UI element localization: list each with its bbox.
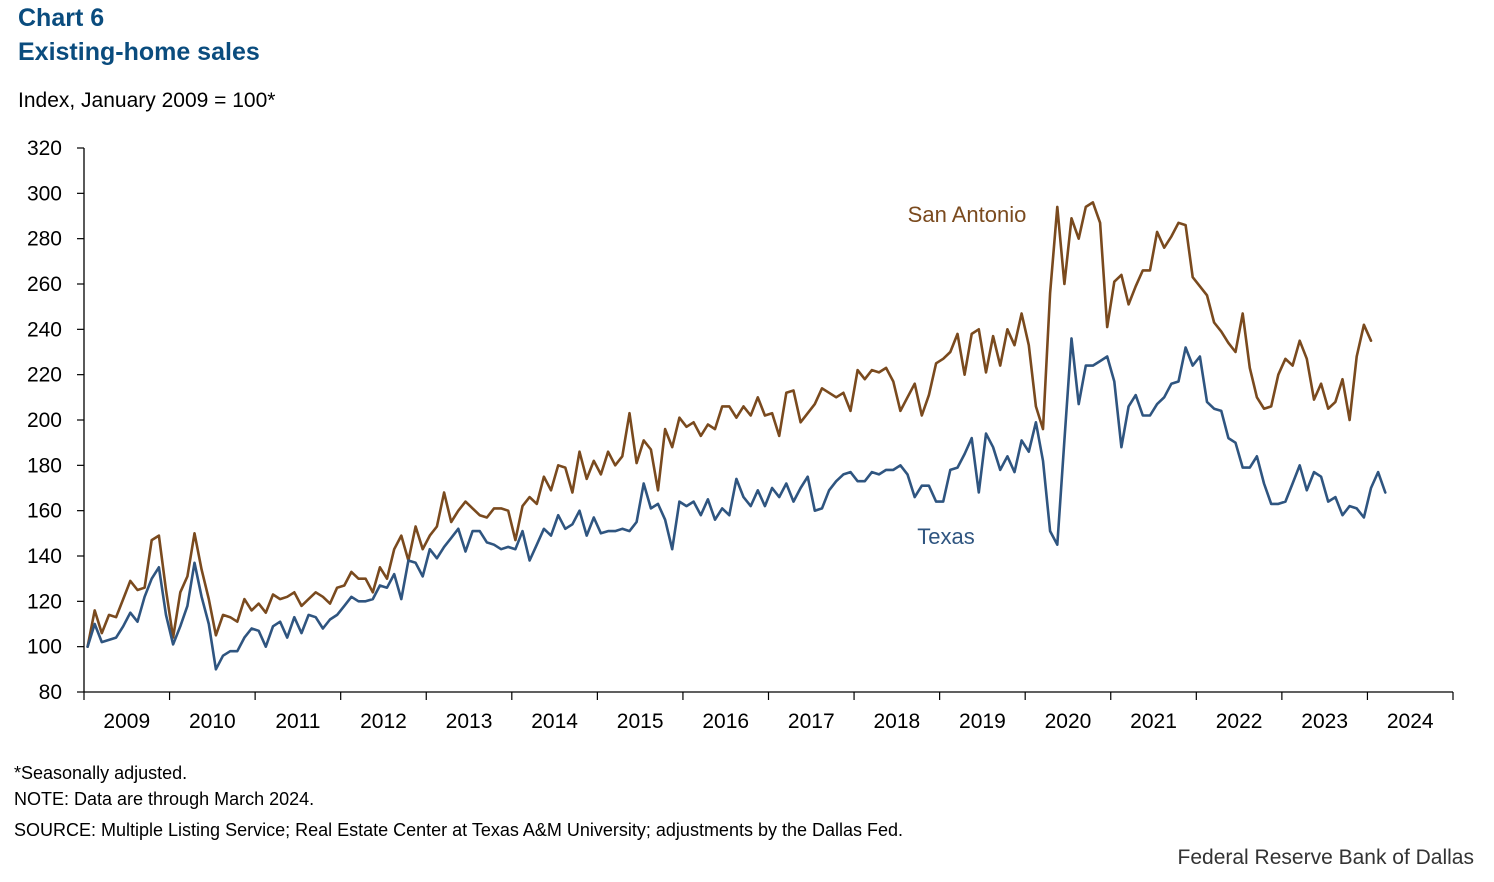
y-tick-label: 180 (27, 454, 62, 477)
x-tick-label: 2023 (1301, 710, 1348, 733)
y-tick-label: 100 (27, 636, 62, 659)
x-tick-label: 2024 (1387, 710, 1434, 733)
x-tick-label: 2011 (275, 710, 320, 733)
x-tick-label: 2016 (702, 710, 749, 733)
footnote-source: SOURCE: Multiple Listing Service; Real E… (14, 820, 904, 840)
x-tick-label: 2022 (1216, 710, 1263, 733)
y-tick-label: 260 (27, 273, 62, 296)
series-label-texas: Texas (917, 524, 974, 549)
y-tick-label: 140 (27, 545, 62, 568)
x-tick-label: 2018 (873, 710, 920, 733)
x-tick-label: 2015 (617, 710, 664, 733)
x-tick-label: 2019 (959, 710, 1006, 733)
series-line-san-antonio (86, 201, 1373, 649)
series-label-san-antonio: San Antonio (908, 202, 1027, 227)
x-tick-label: 2020 (1045, 710, 1092, 733)
chart-title: Existing-home sales (18, 38, 260, 66)
y-tick-label: 280 (27, 228, 62, 251)
y-tick-label: 300 (27, 182, 62, 205)
chart-axes: 80 100 120 140 160 180 200 220 240 260 280 300 320 20… (27, 137, 1454, 733)
credit-logo-text: Federal Reserve Bank of Dallas (1177, 846, 1474, 869)
footnote-seasonal: *Seasonally adjusted. (14, 763, 188, 783)
chart-series-labels: San Antonio Texas (908, 202, 1027, 549)
x-tick-label: 2017 (788, 710, 835, 733)
y-tick-label: 200 (27, 409, 62, 432)
series-line-texas (86, 337, 1387, 671)
footnote-data-through: NOTE: Data are through March 2024. (14, 789, 315, 809)
y-axis-unit-label: Index, January 2009 = 100* (18, 89, 276, 112)
x-tick-label: 2014 (531, 710, 578, 733)
chart-series-layer (86, 201, 1387, 671)
y-tick-label: 320 (27, 137, 62, 160)
x-tick-label: 2012 (360, 710, 407, 733)
y-tick-label: 220 (27, 364, 62, 387)
x-tick-label: 2009 (103, 710, 150, 733)
y-tick-label: 120 (27, 590, 62, 613)
x-tick-label: 2010 (189, 710, 236, 733)
y-tick-label: 160 (27, 500, 62, 523)
x-tick-label: 2021 (1130, 710, 1177, 733)
chart-number: Chart 6 (18, 4, 105, 32)
y-tick-label: 80 (39, 681, 62, 704)
y-tick-label: 240 (27, 318, 62, 341)
x-tick-label: 2013 (446, 710, 493, 733)
